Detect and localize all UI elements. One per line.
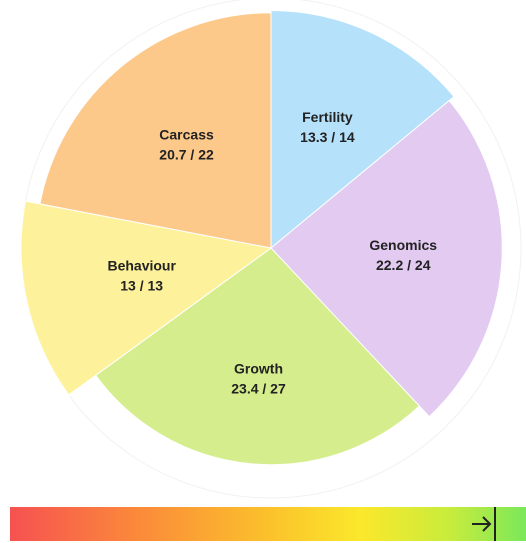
segment-name: Carcass: [159, 127, 214, 143]
segment-name: Behaviour: [107, 258, 176, 274]
gauge-arrow: [472, 516, 492, 532]
chart: Fertility 13.3 / 14 Genomics 22.2 / 24 Growt…: [20, 0, 522, 499]
segment-name: Growth: [234, 361, 283, 377]
segment-name: Genomics: [369, 237, 437, 253]
segment-value: 13 / 13: [120, 278, 163, 294]
segment-value: 23.4 / 27: [231, 381, 286, 397]
segment-value: 20.7 / 22: [159, 147, 214, 163]
segments: [20, 9, 503, 466]
labels: Fertility 13.3 / 14 Genomics 22.2 / 24 Growt…: [107, 109, 437, 397]
segment: [270, 9, 455, 250]
segment-value: 22.2 / 24: [376, 257, 431, 273]
segment: [20, 200, 273, 396]
segment-value: 13.3 / 14: [300, 129, 355, 145]
gauge-bar: [10, 507, 526, 541]
segment: [39, 12, 272, 249]
segment-name: Fertility: [302, 109, 353, 125]
segment: [270, 99, 503, 418]
segment: [95, 247, 421, 466]
score-gauge: [10, 507, 526, 541]
